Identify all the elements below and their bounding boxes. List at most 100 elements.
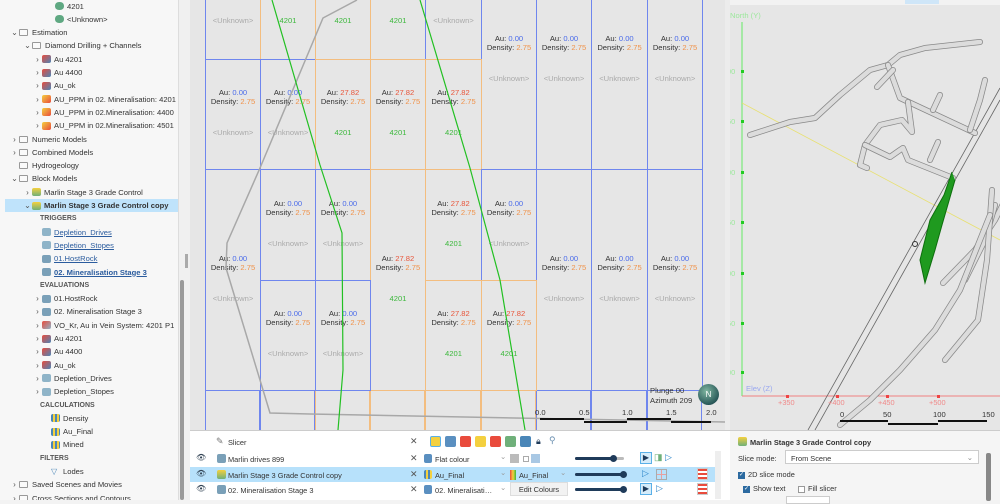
style-dropdown[interactable]: Flat colour — [435, 455, 470, 464]
tree-item[interactable]: ⌄ Estimation — [10, 26, 67, 39]
shape-list-row[interactable]: 👁︎ Marlin Stage 3 Grade Control copy ✕ Au_F… — [190, 466, 715, 482]
cube-yellow-icon[interactable] — [475, 436, 486, 447]
tree-item[interactable]: › Au 4201 — [33, 53, 82, 66]
chevron-right-icon[interactable]: › — [13, 480, 16, 490]
chevron-right-icon[interactable]: › — [26, 187, 29, 197]
tree-item[interactable]: <Unknown> — [55, 13, 108, 26]
edit-colours-button[interactable]: Edit Colours — [510, 482, 568, 496]
remove-icon[interactable]: ✕ — [410, 453, 418, 463]
tree-item[interactable]: › Saved Scenes and Movies — [10, 478, 122, 491]
scroll-thumb-inner[interactable] — [185, 254, 188, 268]
cube-green-icon[interactable] — [505, 436, 516, 447]
chevron-right-icon[interactable]: › — [13, 134, 16, 144]
tree-item[interactable]: › Au_ok — [33, 359, 75, 372]
plane-icon[interactable] — [520, 436, 531, 447]
shape-list-scrollbar[interactable] — [715, 451, 721, 499]
section-view[interactable]: <Unknown> 4201 4201 4201 <Unknown> Au: 0.00 De… — [190, 0, 725, 430]
tree-item[interactable]: 4201 — [55, 0, 84, 13]
colormap-dropdown[interactable]: Au_Final — [519, 470, 549, 480]
tree-item[interactable]: › Au 4201 — [33, 332, 82, 345]
tree-item[interactable]: › AU_PPM in 02. Mineralisation: 4201 — [33, 93, 176, 106]
tree-item[interactable]: › AU_PPM in 02.Mineralisation: 4501 — [33, 119, 174, 132]
cube-red-2-icon[interactable] — [490, 436, 501, 447]
chevron-right-icon[interactable]: › — [36, 54, 39, 64]
legend-icon[interactable] — [697, 467, 708, 480]
chevron-right-icon[interactable]: › — [36, 94, 39, 104]
tree-item[interactable]: › Depletion_Stopes — [33, 385, 114, 398]
slice-mode-dropdown[interactable]: From Scene ⌄ — [785, 450, 979, 464]
eye-icon[interactable]: 👁︎ — [196, 468, 207, 478]
tree-item[interactable]: › Cross Sections and Contours — [10, 492, 131, 500]
chevron-right-icon[interactable]: › — [36, 121, 39, 131]
scroll-thumb[interactable] — [180, 280, 184, 500]
tree-item[interactable]: › Au_ok — [33, 79, 75, 92]
chevron-down-icon[interactable]: ⌄ — [11, 174, 18, 184]
opacity-slider-knob[interactable] — [610, 455, 618, 462]
tree-item[interactable]: Density — [42, 412, 88, 425]
cube-blue-icon[interactable] — [445, 436, 456, 447]
tree-item[interactable]: › Numeric Models — [10, 133, 87, 146]
tree-item[interactable]: › Combined Models — [10, 146, 93, 159]
style-dropdown[interactable]: Au_Final — [435, 470, 465, 480]
tree-item[interactable]: FILTERS — [40, 452, 69, 465]
chevron-right-icon[interactable]: › — [36, 81, 39, 91]
pivot-point-icon[interactable] — [912, 241, 918, 247]
playback-outline-icon[interactable]: ▷ — [665, 452, 672, 462]
tree-item[interactable]: EVALUATIONS — [40, 279, 89, 292]
chevron-right-icon[interactable]: › — [36, 107, 39, 117]
show-text-checkbox[interactable]: ✓ Show text — [743, 484, 785, 493]
tree-item[interactable]: › Au 4400 — [33, 345, 82, 358]
chevron-right-icon[interactable]: › — [36, 387, 39, 397]
play-button[interactable]: ▶ — [640, 452, 652, 464]
block-cell[interactable]: Au: 0.00 Density: 2.75 <Unknown> — [647, 169, 703, 391]
properties-scrollbar[interactable] — [986, 453, 991, 501]
fill-slicer-checkbox[interactable]: Fill slicer — [798, 484, 837, 493]
view-splitter[interactable] — [725, 0, 730, 430]
chevron-right-icon[interactable]: › — [36, 320, 39, 330]
remove-icon[interactable]: ✕ — [410, 484, 418, 494]
shape-list-row[interactable]: 👁︎ Marlin drives 899 ✕ Flat colour ⌄ ▶ ▷ ◨ — [190, 451, 715, 466]
chevron-down-icon[interactable]: ⌄ — [560, 467, 567, 477]
playback-outline-icon[interactable]: ▷ — [642, 467, 649, 478]
tree-item[interactable]: 02. Mineralisation Stage 3 — [42, 266, 147, 279]
chevron-down-icon[interactable]: ⌄ — [24, 201, 31, 210]
eye-icon[interactable]: 👁︎ — [196, 484, 207, 493]
colour-swatch-gray[interactable] — [510, 454, 519, 463]
slicer-remove-button[interactable]: ✕ — [410, 436, 418, 446]
tree-item[interactable]: ⌄ Block Models — [10, 172, 77, 185]
tree-item[interactable]: › Depletion_Drives — [33, 372, 112, 385]
toolbar-button-active[interactable] — [905, 0, 939, 4]
chevron-right-icon[interactable]: › — [13, 147, 16, 157]
tree-item[interactable]: › Marlin Stage 3 Grade Control — [23, 186, 143, 199]
play-button[interactable]: ▶ — [640, 483, 652, 495]
remove-icon[interactable]: ✕ — [410, 468, 418, 479]
tree-item[interactable]: ⌄ Marlin Stage 3 Grade Control copy — [5, 199, 178, 212]
chevron-right-icon[interactable]: › — [13, 493, 16, 500]
slice-toggle-icon[interactable]: ◨ — [654, 452, 663, 462]
tree-item[interactable]: Depletion_Stopes — [42, 239, 114, 252]
eye-icon[interactable]: 👁︎ — [196, 453, 207, 462]
tree-item[interactable]: › AU_PPM in 02.Mineralisation: 4400 — [33, 106, 174, 119]
project-tree-scrollbar[interactable] — [178, 0, 190, 500]
chevron-down-icon[interactable]: ⌄ — [24, 41, 31, 51]
tree-item[interactable]: 01.HostRock — [42, 252, 97, 265]
tree-item[interactable]: ⌄ Diamond Drilling + Channels — [23, 39, 141, 52]
block-cell[interactable]: Au: 27.82 Density: 2.75 4201 — [481, 280, 537, 391]
chevron-right-icon[interactable]: › — [36, 307, 39, 317]
tree-item[interactable]: Depletion_Drives — [42, 226, 112, 239]
opacity-slider-knob[interactable] — [620, 486, 627, 493]
chevron-right-icon[interactable]: › — [36, 294, 39, 304]
grid-icon[interactable] — [656, 468, 667, 480]
pick-icon[interactable]: ⚲ — [549, 435, 556, 445]
tree-item[interactable]: Hydrogeology — [10, 159, 79, 172]
tree-item[interactable]: › 01.HostRock — [33, 292, 97, 305]
chevron-right-icon[interactable]: › — [36, 68, 39, 77]
style-dropdown[interactable]: 02. Mineralisati… — [435, 486, 493, 495]
shape-list-row[interactable]: 👁︎ 02. Mineralisation Stage 3 ✕ 02. Mineral… — [190, 482, 715, 497]
chevron-right-icon[interactable]: › — [36, 347, 39, 357]
playback-outline-icon[interactable]: ▷ — [656, 483, 663, 493]
colour-swatch-empty[interactable] — [523, 456, 529, 462]
tree-item[interactable]: › 02. Mineralisation Stage 3 — [33, 305, 142, 318]
tree-item[interactable]: CALCULATIONS — [40, 399, 95, 412]
cube-red-icon[interactable] — [460, 436, 471, 447]
